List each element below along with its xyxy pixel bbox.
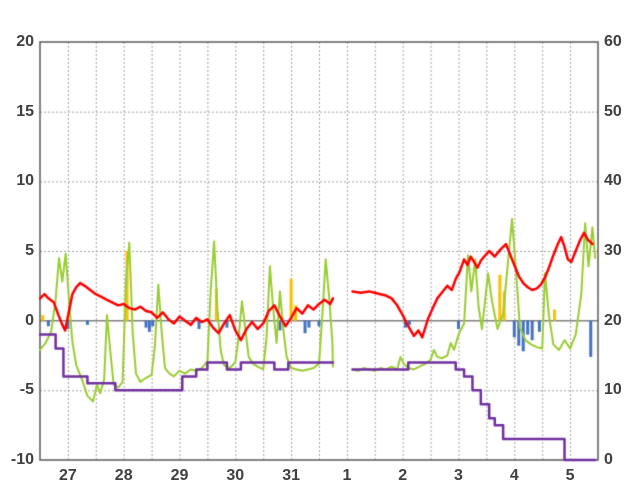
x-axis-tick: 1 <box>342 467 352 484</box>
right-axis-tick: 40 <box>604 172 622 190</box>
x-axis-tick: 27 <box>58 467 77 484</box>
right-axis-tick: 10 <box>604 381 622 399</box>
left-axis-tick: 20 <box>16 33 34 50</box>
x-axis-tick: 4 <box>509 467 519 484</box>
x-axis-tick: 30 <box>226 467 245 484</box>
x-axis-tick: 31 <box>282 467 300 484</box>
left-axis-tick: 5 <box>25 242 34 259</box>
x-axis-tick: 28 <box>114 467 133 484</box>
x-axis-tick: 29 <box>170 467 189 484</box>
right-axis-tick: 0 <box>604 451 613 468</box>
right-axis-tick: 50 <box>604 102 622 120</box>
left-axis-tick: -10 <box>10 451 34 468</box>
right-axis-tick: 30 <box>604 242 622 259</box>
left-axis-tick: 0 <box>25 311 34 329</box>
right-axis-tick: 20 <box>604 311 622 329</box>
right-axis-tick: 60 <box>604 33 622 50</box>
left-axis-tick: 15 <box>16 102 34 120</box>
left-axis-tick: 10 <box>16 172 34 190</box>
left-axis-tick: -5 <box>19 381 34 399</box>
x-axis-tick: 3 <box>454 467 463 484</box>
x-axis-tick: 5 <box>565 467 575 484</box>
x-axis-tick: 2 <box>398 467 408 484</box>
